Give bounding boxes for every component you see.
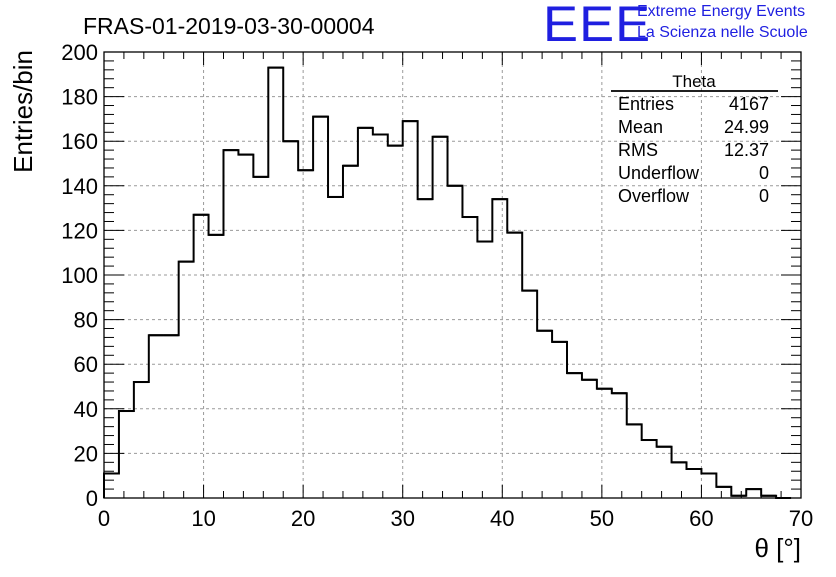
tick-labels: 0 10 20 30 40 50 60 70 0 20 40 60 80 100 120 140 160 180 2… bbox=[61, 40, 813, 531]
x-tick-label: 50 bbox=[590, 506, 614, 531]
x-tick-label: 0 bbox=[98, 506, 110, 531]
logo-caption-line2: La Scienza nelle Scuole bbox=[637, 24, 808, 41]
y-tick-label: 200 bbox=[61, 40, 98, 65]
x-tick-label: 20 bbox=[291, 506, 315, 531]
stats-title: Theta bbox=[672, 72, 716, 91]
y-tick-label: 0 bbox=[86, 486, 98, 511]
stats-label-entries: Entries bbox=[618, 94, 674, 114]
x-tick-label: 10 bbox=[191, 506, 215, 531]
y-tick-label: 40 bbox=[74, 397, 98, 422]
y-tick-label: 120 bbox=[61, 218, 98, 243]
stats-box: Theta Entries 4167 Mean 24.99 RMS 12.37 … bbox=[611, 72, 778, 206]
histogram-series bbox=[103, 66, 792, 499]
y-tick-label: 60 bbox=[74, 352, 98, 377]
stats-value-underflow: 0 bbox=[759, 163, 769, 183]
stats-label-rms: RMS bbox=[618, 140, 658, 160]
y-tick-label: 140 bbox=[61, 174, 98, 199]
stats-label-mean: Mean bbox=[618, 117, 663, 137]
stats-value-rms: 12.37 bbox=[724, 140, 769, 160]
x-tick-label: 40 bbox=[490, 506, 514, 531]
logo-caption-line1: Extreme Energy Events bbox=[637, 3, 806, 20]
stats-value-entries: 4167 bbox=[729, 94, 769, 114]
eee-logo: EEE bbox=[543, 0, 652, 52]
x-tick-label: 70 bbox=[789, 506, 813, 531]
histogram-outline bbox=[103, 66, 792, 499]
stats-label-underflow: Underflow bbox=[618, 163, 700, 183]
stats-label-overflow: Overflow bbox=[618, 186, 690, 206]
y-tick-label: 20 bbox=[74, 441, 98, 466]
grid-lines bbox=[104, 52, 801, 498]
y-tick-label: 100 bbox=[61, 263, 98, 288]
axis-ticks bbox=[103, 51, 802, 499]
chart-title: FRAS-01-2019-03-30-00004 bbox=[83, 13, 375, 39]
x-axis-label: θ [°] bbox=[754, 533, 801, 563]
stats-value-mean: 24.99 bbox=[724, 117, 769, 137]
y-axis-label: Entries/bin bbox=[8, 50, 38, 173]
x-tick-label: 60 bbox=[689, 506, 713, 531]
x-tick-label: 30 bbox=[390, 506, 414, 531]
y-tick-label: 160 bbox=[61, 129, 98, 154]
y-tick-label: 80 bbox=[74, 308, 98, 333]
y-tick-label: 180 bbox=[61, 85, 98, 110]
stats-value-overflow: 0 bbox=[759, 186, 769, 206]
